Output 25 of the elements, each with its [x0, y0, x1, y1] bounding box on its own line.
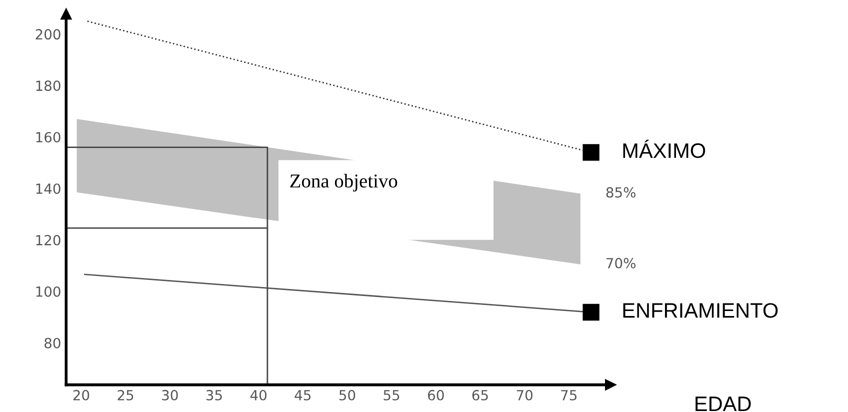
x-tick-label: 60 — [428, 390, 444, 400]
x-tick-label: 55 — [384, 390, 400, 400]
y-tick-label: 100 — [36, 286, 60, 297]
y-tick-label: 160 — [36, 132, 60, 142]
x-tick-label: 75 — [561, 390, 577, 400]
x-tick-label: 65 — [472, 390, 488, 400]
x-tick-label: 30 — [162, 390, 178, 400]
x-tick-label: 35 — [206, 390, 222, 400]
annotation: 70% — [606, 258, 636, 268]
y-tick-label: 120 — [36, 234, 60, 246]
y-tick-label: 180 — [36, 80, 60, 92]
x-tick-label: 20 — [73, 390, 90, 400]
y-tick-label: 140 — [36, 183, 60, 194]
annotation: Zona objetivo — [290, 174, 398, 192]
x-tick-label: 40 — [250, 390, 266, 400]
series-label: ENFRIAMIENTO — [623, 303, 778, 318]
series-label: MÁXIMO — [623, 140, 706, 158]
annotation: 85% — [606, 187, 636, 198]
x-tick-label: 45 — [294, 390, 311, 400]
y-tick-label: 200 — [36, 29, 60, 40]
x-tick-label: 25 — [118, 390, 134, 400]
y-tick-label: 80 — [44, 338, 60, 348]
x-axis-title: EDAD — [696, 396, 751, 412]
x-tick-label: 70 — [516, 390, 532, 400]
x-tick-label: 50 — [339, 390, 356, 400]
